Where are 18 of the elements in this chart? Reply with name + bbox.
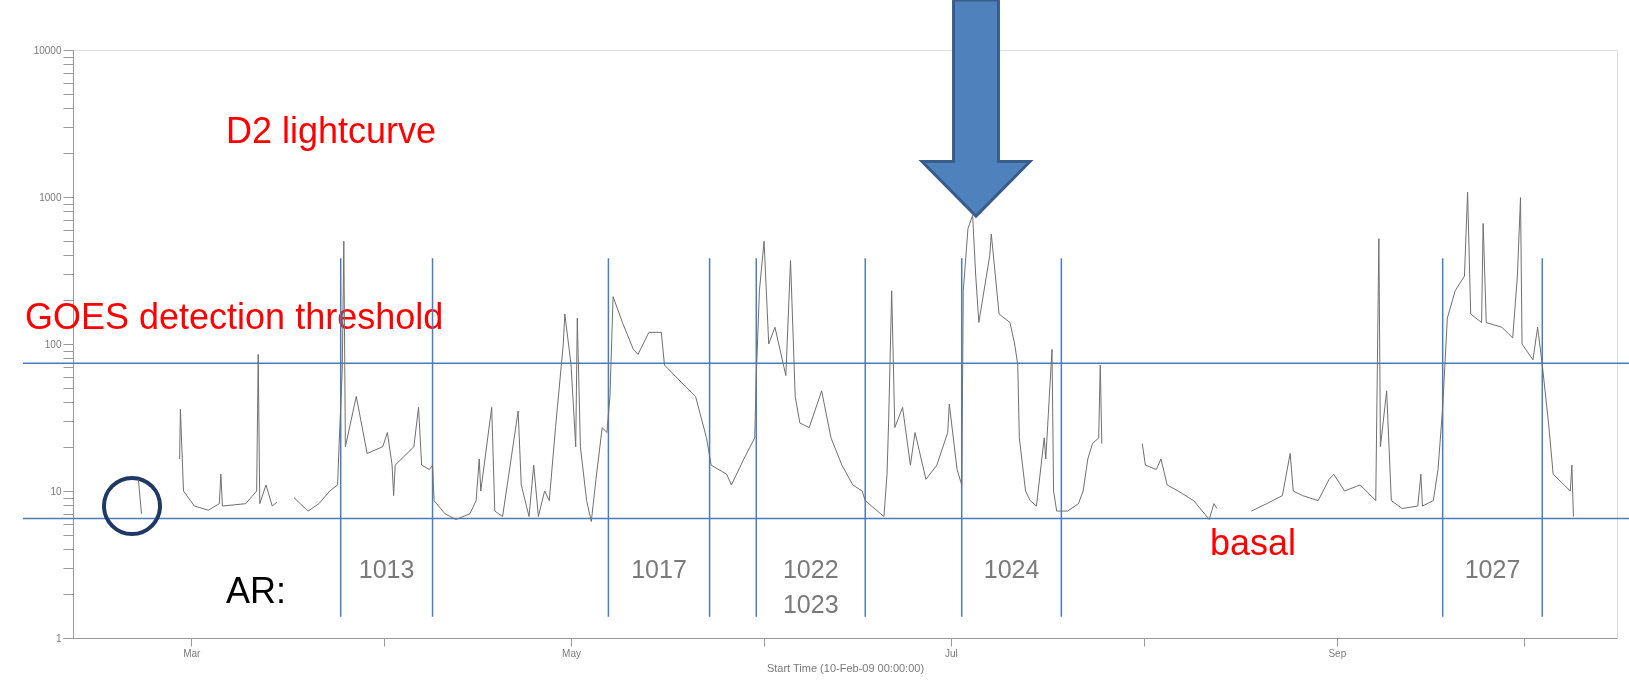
y-tick-label: 100 [44,338,62,350]
text: D2 lightcurve [226,110,437,151]
annotation: 1013 [358,555,415,584]
annotation: 1027 [1464,555,1521,584]
y-tick-label: 10000 [33,44,62,56]
annotation: 1024 [983,555,1040,584]
y-tick-label: 1000 [39,191,62,203]
x-tick-label: Mar [183,647,202,659]
x-tick-label: Jul [944,647,958,659]
annotation: AR: [226,570,287,611]
x-tick-label: May [562,647,582,659]
y-tick-label: 1 [55,632,62,644]
y-tick-label: 10 [50,485,62,497]
x-tick-label: Sep [1328,647,1347,659]
x-axis-title: Start Time (10-Feb-09 00:00:00) [766,661,925,674]
annotation: 1017 [631,555,687,584]
annotation: 1022 1023 [782,555,839,619]
ref-line-label: basal [1210,521,1297,563]
